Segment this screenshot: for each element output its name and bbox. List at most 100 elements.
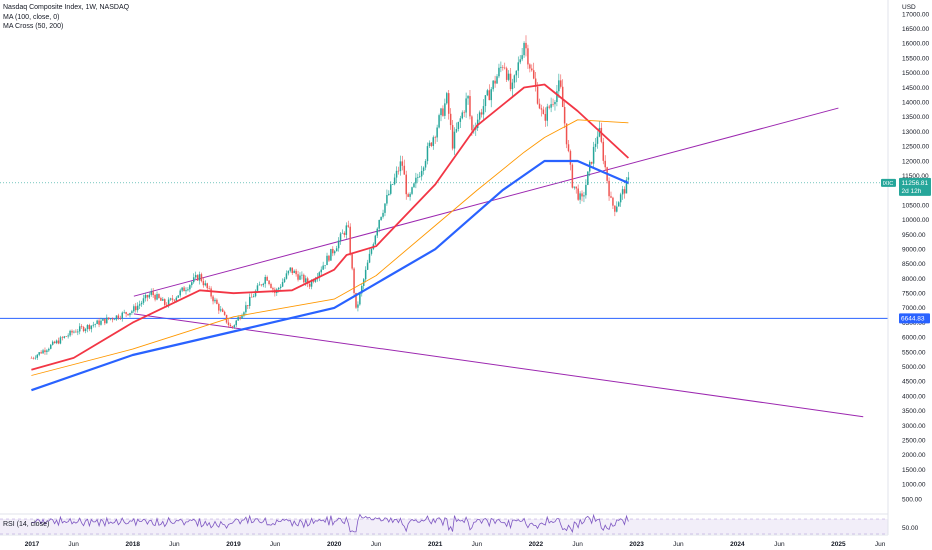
candle-body xyxy=(417,177,419,178)
legend-macross[interactable]: MA Cross (50, 200) xyxy=(3,23,64,30)
candle xyxy=(330,248,332,261)
candle xyxy=(496,74,498,84)
candle-body xyxy=(133,306,135,312)
candle-body xyxy=(208,288,210,289)
candle xyxy=(247,305,249,310)
candle xyxy=(482,99,485,120)
candle xyxy=(345,222,348,239)
y-tick-label: 2500.00 xyxy=(902,438,926,445)
legend-ma[interactable]: MA (100, close, 0) xyxy=(3,13,60,21)
candle-body xyxy=(63,336,66,338)
candle xyxy=(98,318,100,328)
candle-body xyxy=(272,288,274,290)
candle-body xyxy=(393,177,396,185)
candle xyxy=(241,313,243,320)
candle xyxy=(179,288,181,298)
candle-body xyxy=(223,311,226,315)
candle-body xyxy=(480,112,483,115)
candle xyxy=(129,312,131,318)
x-tick-label: Jun xyxy=(371,541,382,548)
candle-body xyxy=(525,42,527,49)
candle xyxy=(202,277,205,288)
x-tick-label: 2020 xyxy=(327,541,342,548)
candle-body xyxy=(214,299,216,302)
candle-body xyxy=(529,64,531,69)
candle xyxy=(192,273,195,284)
upper-trend-line[interactable] xyxy=(133,107,839,297)
candle xyxy=(388,190,390,196)
y-tick-label: 500.00 xyxy=(902,496,922,503)
candlestick-series xyxy=(30,35,630,361)
candle-body xyxy=(314,279,317,282)
candle-body xyxy=(500,66,502,68)
candle-body xyxy=(581,193,583,197)
candle xyxy=(40,350,42,354)
candle-body xyxy=(552,104,554,105)
candle xyxy=(556,84,558,107)
candle-body xyxy=(374,235,377,245)
candle xyxy=(262,282,265,288)
candle-body xyxy=(320,269,322,273)
candle-body xyxy=(399,161,402,172)
candle xyxy=(109,318,112,321)
candle xyxy=(418,171,421,178)
candle-body xyxy=(540,108,543,110)
candle xyxy=(563,100,566,129)
candle-body xyxy=(57,340,60,344)
ticker-label: IXIC xyxy=(883,181,894,187)
last-price-value: 11256.81 xyxy=(902,180,929,187)
y-tick-label: 14000.00 xyxy=(902,99,929,106)
candle xyxy=(92,321,95,328)
candle-body xyxy=(602,141,605,161)
candle xyxy=(411,186,413,196)
y-tick-label: 11500.00 xyxy=(902,173,929,180)
candle xyxy=(121,311,123,322)
rsi-pane xyxy=(0,513,888,535)
candle-body xyxy=(248,296,251,306)
candle xyxy=(366,259,369,271)
candle xyxy=(612,196,614,209)
candle xyxy=(590,161,593,165)
candle xyxy=(529,63,531,73)
candle-body xyxy=(343,232,346,235)
candle-body xyxy=(420,170,423,177)
candle-body xyxy=(455,128,458,132)
candle xyxy=(135,302,137,313)
candle xyxy=(469,90,471,120)
candle-body xyxy=(407,194,409,197)
legend-title[interactable]: Nasdaq Composite Index, 1W, NASDAQ xyxy=(3,4,130,11)
candle xyxy=(78,323,81,335)
horizontal-level[interactable] xyxy=(0,182,888,319)
candle xyxy=(351,252,353,271)
candle xyxy=(73,330,75,334)
candle-body xyxy=(102,318,104,321)
candle xyxy=(268,280,270,286)
rsi-legend[interactable]: RSI (14, close) xyxy=(3,521,50,528)
candle xyxy=(187,287,189,292)
candle xyxy=(61,336,64,341)
candle xyxy=(138,300,141,309)
candle-body xyxy=(258,284,261,286)
lower-trend-line[interactable] xyxy=(133,313,864,418)
candle-body xyxy=(467,96,469,99)
candle-body xyxy=(345,225,348,235)
candle-body xyxy=(243,312,245,316)
candle-body xyxy=(121,312,123,319)
candle xyxy=(260,284,263,287)
candle-body xyxy=(30,357,33,359)
candle xyxy=(378,219,380,233)
trend-lines[interactable] xyxy=(133,107,864,418)
candle-body xyxy=(513,75,516,83)
time-axis[interactable]: 2017 Jun 2018 Jun 2019 Jun 2020 Jun 2021 Jun 2022 J… xyxy=(0,534,888,548)
candle-body xyxy=(498,67,500,77)
x-tick-label: Jun xyxy=(169,541,180,548)
candle xyxy=(621,185,624,200)
candle-body xyxy=(262,283,265,286)
candle-body xyxy=(75,331,77,333)
candle-body xyxy=(44,350,46,353)
x-tick-label: 2025 xyxy=(831,541,846,548)
candle xyxy=(368,249,371,264)
candle xyxy=(494,75,496,88)
